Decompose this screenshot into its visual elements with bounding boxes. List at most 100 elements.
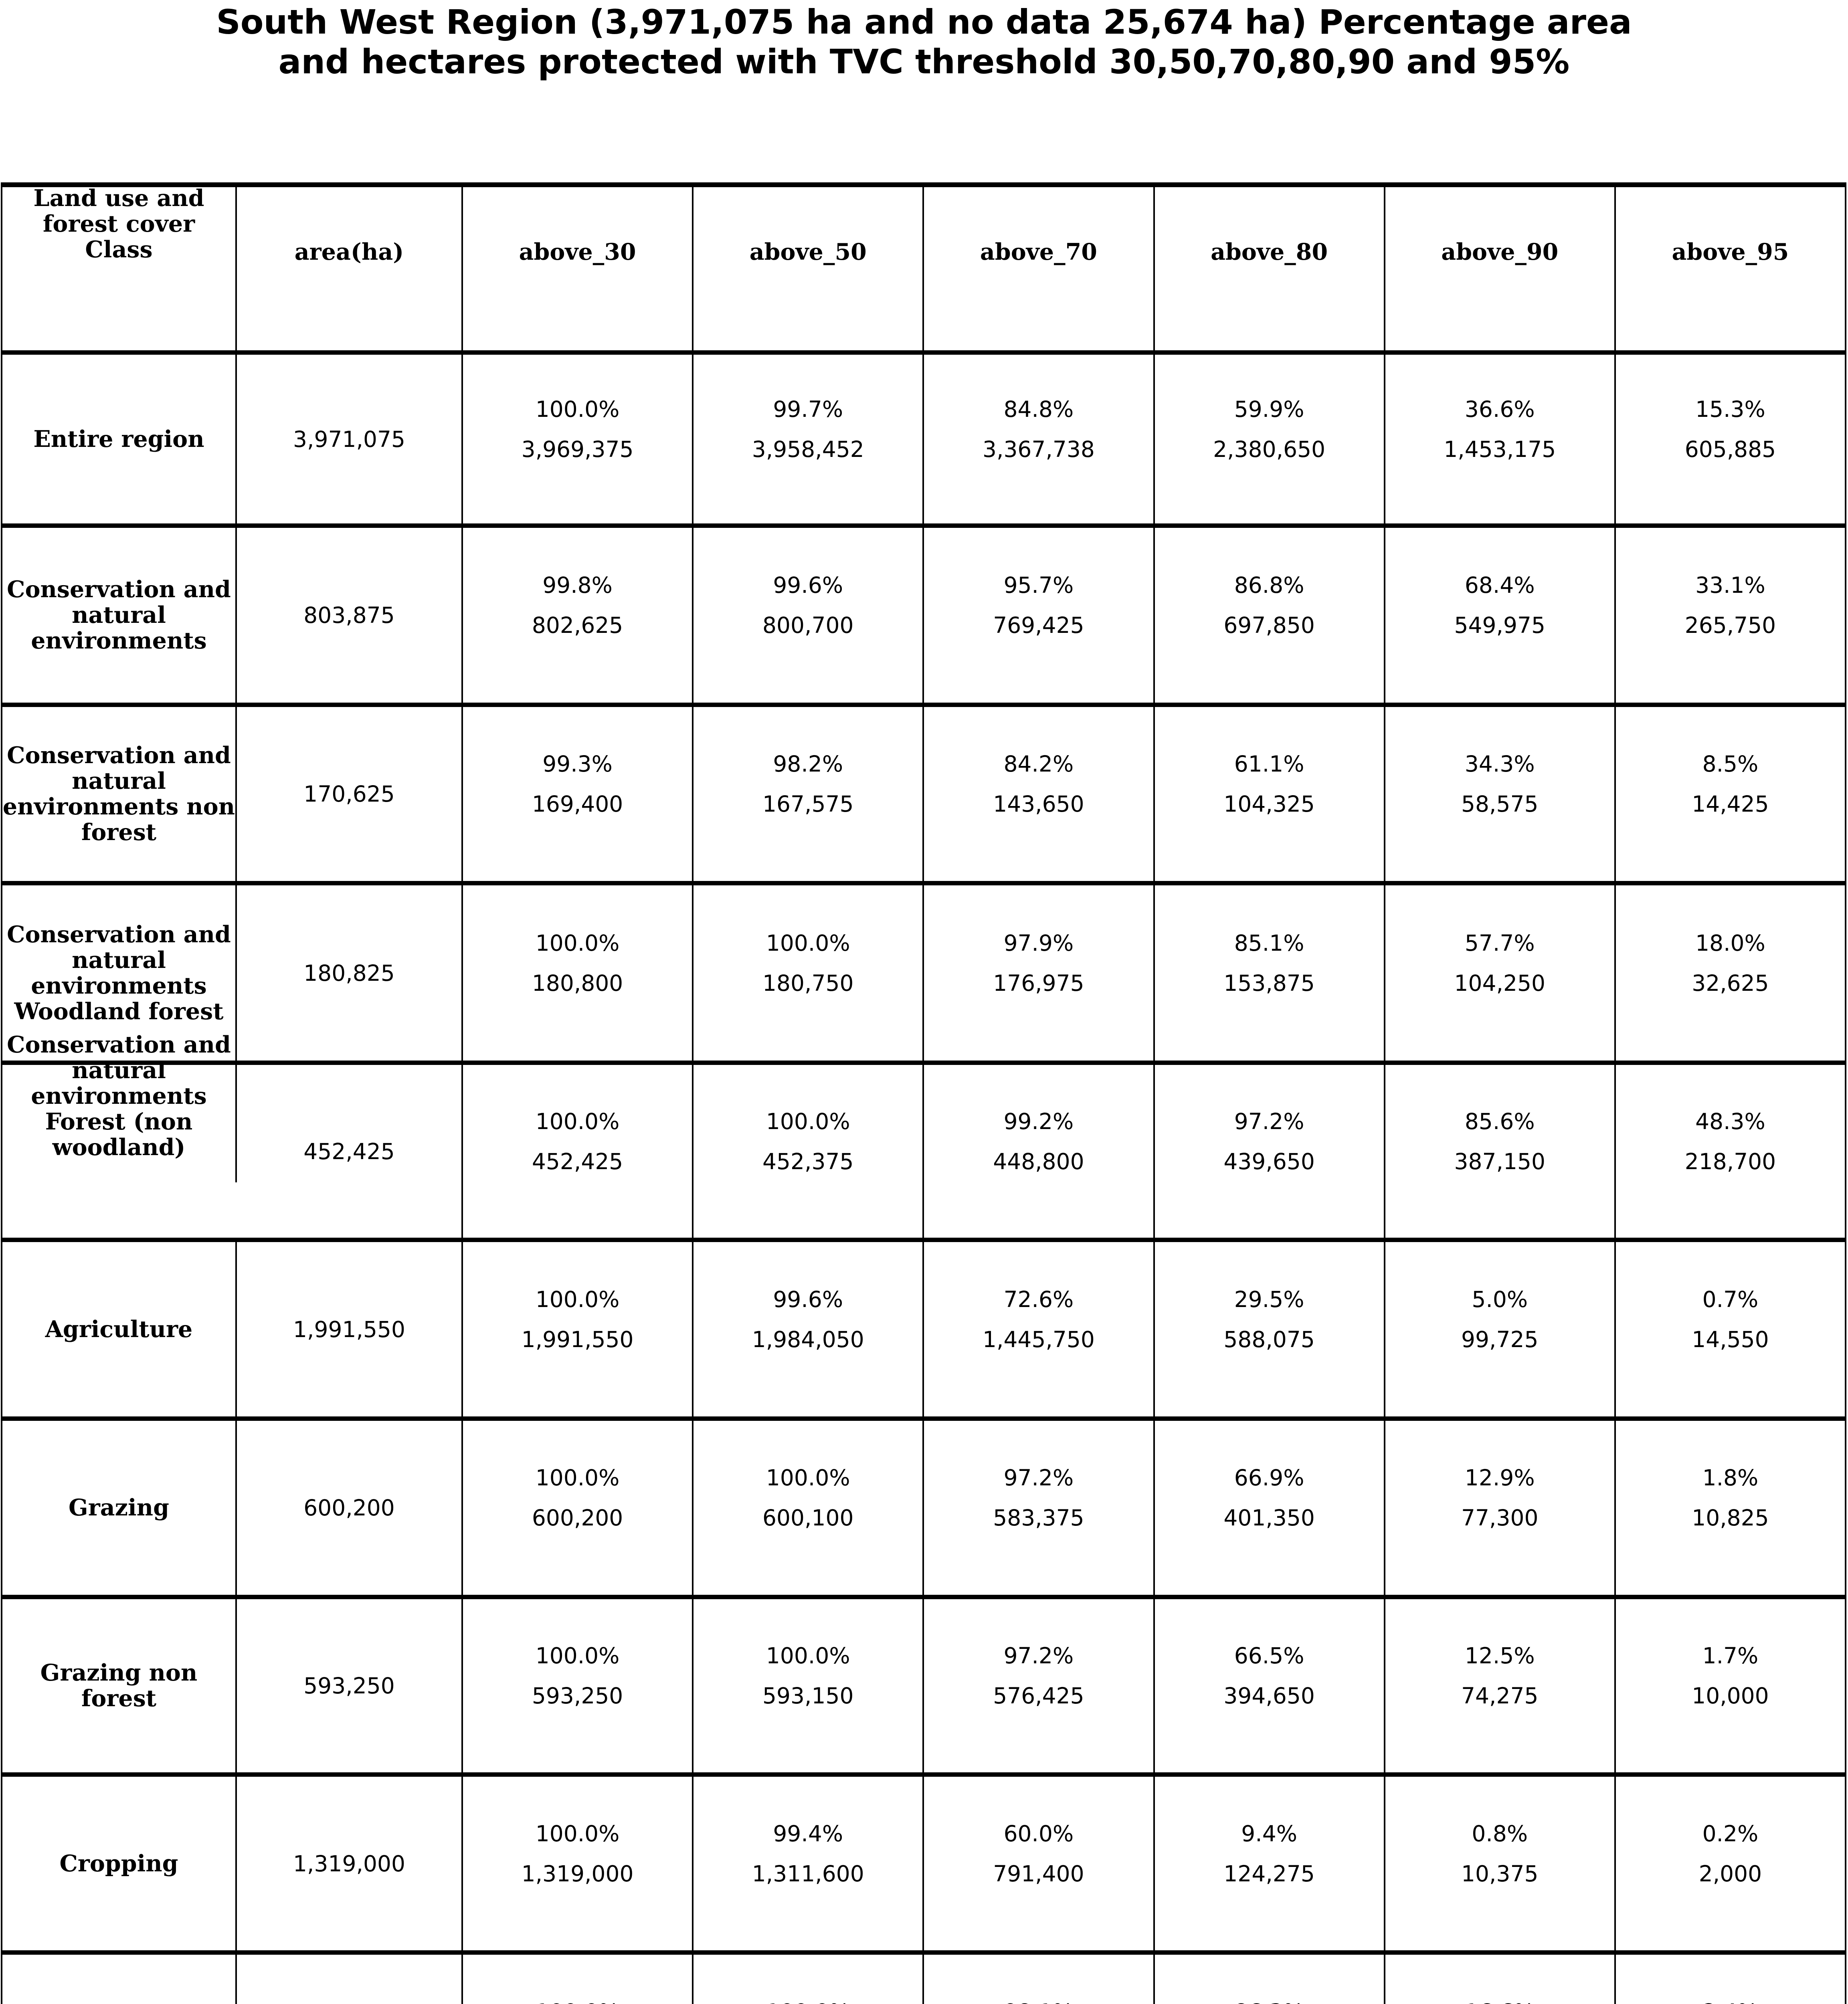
cell-above80: 66.9% 401,350 [1155, 1421, 1385, 1595]
column-header-label: area(ha) [294, 238, 404, 265]
cell-above70: 84.2% 143,650 [924, 707, 1155, 881]
percent-value: 36.6% [1464, 396, 1535, 422]
cell-above95: 1.8% 10,825 [1616, 1421, 1845, 1595]
column-header-above95: above_95 [1616, 187, 1845, 350]
hectares-value: 176,975 [993, 970, 1084, 996]
hectares-value: 387,150 [1454, 1148, 1545, 1174]
hectares-value: 99,725 [1461, 1326, 1539, 1352]
hectares-value: 802,625 [532, 612, 623, 638]
row-label: Irrigation [2, 1955, 237, 2004]
row-label: Agriculture [2, 1242, 237, 1416]
cell-above50: 100.0%72,250 [694, 1955, 924, 2004]
column-header-above30: above_30 [463, 187, 694, 350]
table-row: Grazing non forest 593,250 100.0% 593,250… [2, 1599, 1845, 1777]
column-header-label: above_70 [980, 238, 1097, 265]
cell-above95: 8.5% 14,425 [1616, 707, 1845, 881]
table-header-row: Land use and forest cover Class area(ha)… [2, 184, 1845, 355]
row-label: Conservation and natural environments no… [2, 707, 237, 881]
cell-above30: 100.0%72,250 [463, 1955, 694, 2004]
hectares-value: 593,250 [532, 1683, 623, 1709]
table-row: Conservation and natural environments 80… [2, 528, 1845, 707]
percent-value: 0.2% [1702, 1820, 1759, 1846]
percent-value: 0.8% [1472, 1820, 1528, 1846]
hectares-value: 448,800 [993, 1148, 1084, 1174]
percent-value: 100.0% [535, 1286, 620, 1312]
cell-above30: 100.0% 180,800 [463, 885, 694, 1061]
column-header-label: above_50 [749, 238, 867, 265]
hectares-value: 439,650 [1223, 1148, 1315, 1174]
cell-above30: 100.0% 593,250 [463, 1599, 694, 1772]
cell-above80: 29.5% 588,075 [1155, 1242, 1385, 1416]
column-header-label: Land use and forest cover Class [33, 184, 204, 263]
percent-value: 15.3% [1695, 396, 1765, 422]
hectares-value: 401,350 [1223, 1505, 1315, 1531]
column-header-area: area(ha) [237, 187, 463, 350]
cell-above70: 98.1%70,875 [924, 1955, 1155, 2004]
hectares-value: 180,750 [762, 970, 854, 996]
percent-value: 99.4% [773, 1820, 843, 1846]
cell-above90: 0.8% 10,375 [1385, 1777, 1616, 1950]
percent-value: 100.0% [535, 1820, 620, 1846]
cell-above70: 99.2% 448,800 [924, 1065, 1155, 1238]
percent-value: 33.1% [1695, 572, 1765, 598]
cell-above70: 60.0% 791,400 [924, 1777, 1155, 1950]
percent-value: 99.7% [773, 396, 843, 422]
percent-value: 12.9% [1464, 1465, 1535, 1491]
row-label: Entire region [2, 355, 237, 523]
row-area-value: 803,875 [237, 528, 463, 703]
percent-value: 97.2% [1234, 1108, 1304, 1134]
percent-value: 84.8% [1003, 396, 1074, 422]
percent-value: 98.1% [1000, 1992, 1077, 2004]
percent-value: 0.7% [1702, 1286, 1759, 1312]
percent-value: 61.1% [1234, 751, 1304, 777]
percent-value: 100.0% [535, 1108, 620, 1134]
percent-value: 48.3% [1695, 1108, 1765, 1134]
cell-above95: 0.7% 14,550 [1616, 1242, 1845, 1416]
hectares-value: 1,984,050 [752, 1326, 864, 1352]
hectares-value: 10,000 [1692, 1683, 1769, 1709]
hectares-value: 143,650 [993, 791, 1084, 817]
cell-above70: 72.6% 1,445,750 [924, 1242, 1155, 1416]
table-row: Agriculture 1,991,550 100.0% 1,991,550 99… [2, 1242, 1845, 1421]
table-row: Cropping 1,319,000 100.0% 1,319,000 99.4%… [2, 1777, 1845, 1955]
percent-value: 34.3% [1464, 751, 1535, 777]
row-label: Conservation and natural environments Wo… [2, 885, 237, 1061]
table-row: Entire region 3,971,075 100.0% 3,969,375 … [2, 355, 1845, 528]
percent-value: 99.8% [542, 572, 613, 598]
row-area-value: 593,250 [237, 1599, 463, 1772]
hectares-value: 218,700 [1684, 1148, 1776, 1174]
percent-value: 99.3% [542, 751, 613, 777]
hectares-value: 452,425 [532, 1148, 623, 1174]
cell-above80: 66.5% 394,650 [1155, 1599, 1385, 1772]
cell-above30: 99.3% 169,400 [463, 707, 694, 881]
percent-value: 97.9% [1003, 930, 1074, 956]
percent-value: 100.0% [535, 396, 620, 422]
percent-value: 16.6% [1461, 1992, 1538, 2004]
hectares-value: 124,275 [1223, 1861, 1315, 1887]
cell-above30: 100.0% 452,425 [463, 1065, 694, 1238]
cell-above70: 97.9% 176,975 [924, 885, 1155, 1061]
cell-above95: 1.7% 10,000 [1616, 1599, 1845, 1772]
cell-above95: 0.2% 2,000 [1616, 1777, 1845, 1950]
percent-value: 1.7% [1702, 1643, 1759, 1669]
cell-above90: 57.7% 104,250 [1385, 885, 1616, 1061]
row-label: Conservation and natural environments Fo… [2, 1010, 237, 1182]
hectares-value: 74,275 [1461, 1683, 1539, 1709]
row-area-value: 1,319,000 [237, 1777, 463, 1950]
percent-value: 100.0% [766, 930, 850, 956]
row-area-value: 180,825 [237, 885, 463, 1061]
cell-above70: 97.2% 583,375 [924, 1421, 1155, 1595]
cell-above90: 12.5% 74,275 [1385, 1599, 1616, 1772]
hectares-value: 791,400 [993, 1861, 1084, 1887]
cell-above80: 61.1% 104,325 [1155, 707, 1385, 881]
row-label: Conservation and natural environments [2, 528, 237, 703]
cell-above50: 99.6% 1,984,050 [694, 1242, 924, 1416]
hectares-value: 32,625 [1692, 970, 1769, 996]
cell-above50: 100.0% 452,375 [694, 1065, 924, 1238]
cell-above95: 15.3% 605,885 [1616, 355, 1845, 523]
hectares-value: 2,380,650 [1213, 436, 1326, 462]
percent-value: 97.2% [1003, 1465, 1074, 1491]
cell-above95: 33.1% 265,750 [1616, 528, 1845, 703]
cell-above80: 85.1% 153,875 [1155, 885, 1385, 1061]
